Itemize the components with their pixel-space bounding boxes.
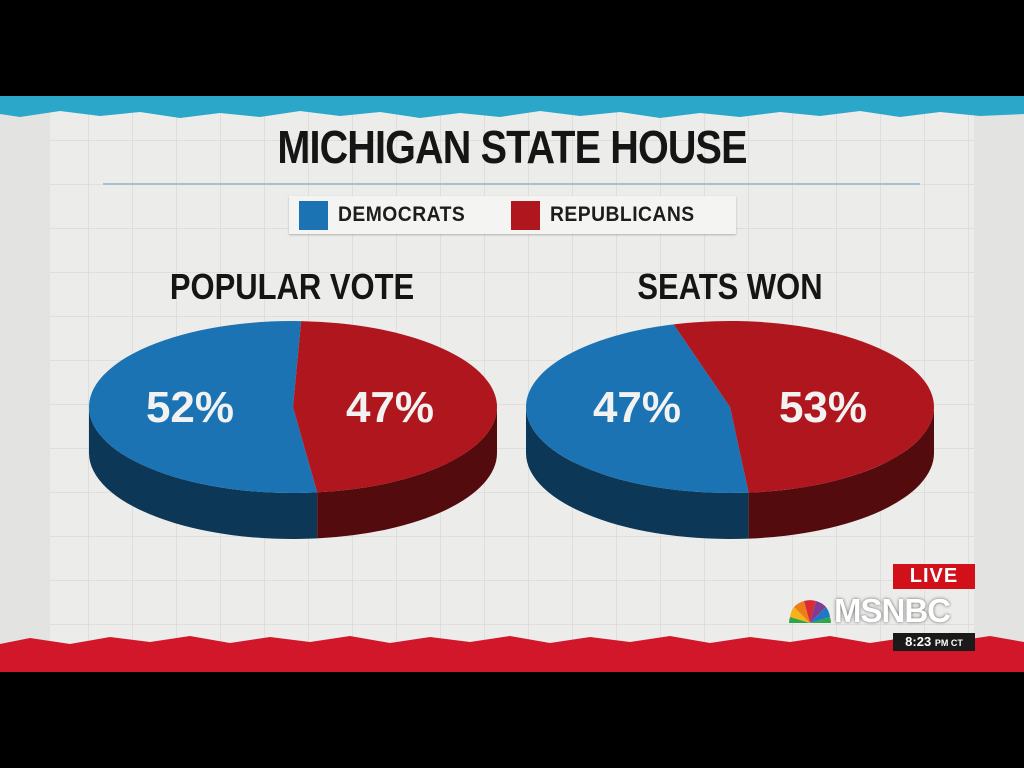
- pie-side-republicans: [748, 407, 934, 539]
- pie-slice-republicans: [293, 321, 498, 493]
- pie-side-republicans: [317, 407, 497, 539]
- legend-label-republicans: REPUBLICANS: [550, 203, 695, 226]
- pie-label-democrats: 47%: [593, 383, 681, 432]
- broadcast-graphic: MICHIGAN STATE HOUSE DEMOCRATS REPUBLICA…: [0, 96, 1024, 672]
- pie-slice-democrats: [526, 324, 749, 493]
- legend: DEMOCRATS REPUBLICANS: [289, 196, 736, 234]
- pie-slice-republicans: [673, 321, 935, 493]
- chart-title-popular-vote: POPULAR VOTE: [169, 266, 415, 307]
- legend-label-democrats: DEMOCRATS: [338, 203, 466, 226]
- pie-side-democrats: [89, 407, 318, 539]
- legend-item-democrats: DEMOCRATS: [299, 196, 476, 234]
- clock-time: 8:23: [905, 634, 932, 649]
- graphic-title: MICHIGAN STATE HOUSE: [277, 121, 747, 173]
- pie-label-republicans: 53%: [779, 383, 867, 432]
- pie-popular-vote: 52% 47%: [89, 321, 498, 539]
- clock-zone: PM CT: [934, 638, 963, 648]
- pie-charts: 52% 47% 47% 53%: [89, 321, 935, 539]
- pie-label-democrats: 52%: [146, 383, 234, 432]
- pie-slice-democrats: [89, 321, 318, 493]
- network-logo-text: MSNBC: [834, 592, 951, 629]
- legend-item-republicans: REPUBLICANS: [511, 196, 707, 234]
- pie-seats-won: 47% 53%: [526, 321, 935, 539]
- pie-label-republicans: 47%: [346, 383, 434, 432]
- chart-title-seats-won: SEATS WON: [637, 266, 823, 307]
- legend-swatch-republicans: [511, 200, 540, 230]
- peacock-logo-icon: [789, 600, 831, 623]
- pie-side-democrats: [526, 407, 749, 539]
- broadcast-clock: 8:23 PM CT: [893, 633, 975, 651]
- title-divider: [103, 183, 920, 185]
- live-badge: LIVE: [893, 564, 975, 589]
- legend-swatch-democrats: [299, 200, 328, 230]
